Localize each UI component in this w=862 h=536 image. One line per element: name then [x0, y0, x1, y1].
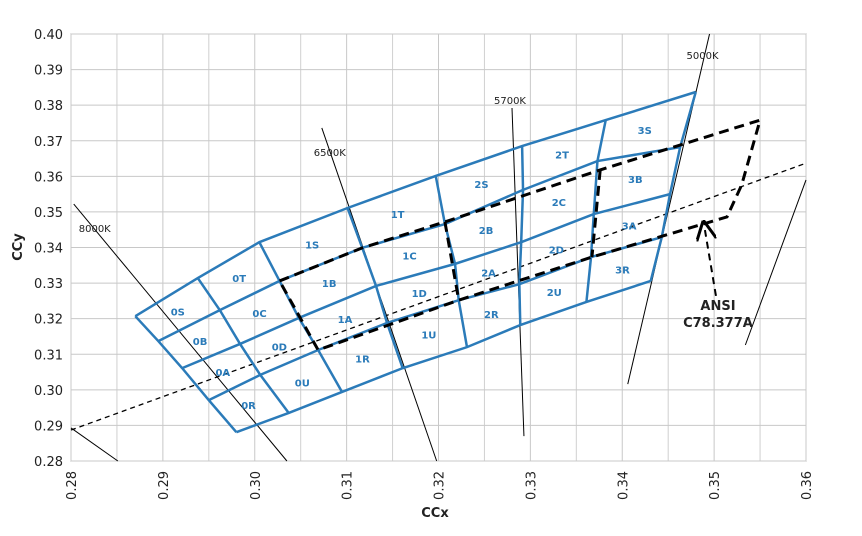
bin-column-line	[518, 146, 525, 326]
cct-label: 6500K	[314, 148, 346, 159]
bin-label: 2D	[549, 245, 564, 256]
bin-row-line	[208, 235, 663, 402]
bin-label: 2S	[474, 180, 488, 191]
x-tick-label: 0.32	[433, 471, 448, 500]
bin-label: 3A	[622, 222, 637, 233]
ansi-divider	[590, 169, 602, 258]
bin-label: 1R	[355, 354, 370, 365]
x-tick-label: 0.35	[708, 471, 723, 500]
x-tick-label: 0.28	[65, 471, 80, 500]
y-tick-label: 0.38	[34, 99, 63, 114]
cct-line	[744, 179, 807, 346]
bin-label: 3S	[638, 126, 652, 137]
ansi-outline	[278, 117, 763, 352]
bin-label: 1T	[391, 210, 405, 221]
cct-label: 5000K	[687, 51, 719, 62]
bin-label: 0D	[272, 343, 287, 354]
x-axis-title: CCx	[421, 506, 449, 521]
bin-column-line	[346, 207, 404, 369]
bin-column-line	[134, 315, 238, 433]
cct-label: 8000K	[79, 224, 111, 235]
bin-label: 1C	[402, 251, 416, 262]
bin-label: 0C	[252, 309, 266, 320]
bin-row-line	[181, 192, 671, 370]
bin-label: 2B	[479, 226, 494, 237]
ansi-divider	[443, 221, 461, 301]
cct-line	[70, 427, 119, 462]
y-tick-label: 0.31	[34, 348, 63, 363]
bin-column-line	[585, 119, 607, 303]
bin-label: 3R	[615, 265, 630, 276]
y-tick-label: 0.29	[34, 419, 63, 434]
cct-label: 5700K	[494, 96, 526, 107]
bin-label: 2C	[552, 198, 566, 209]
y-tick-label: 0.33	[34, 277, 63, 292]
planckian-locus	[70, 162, 807, 431]
bin-label: 0T	[232, 274, 246, 285]
y-tick-label: 0.36	[34, 170, 63, 185]
cct-line	[73, 203, 288, 462]
x-tick-label: 0.30	[249, 471, 264, 500]
bin-label: 1S	[305, 241, 319, 252]
y-tick-label: 0.34	[34, 242, 63, 257]
y-tick-label: 0.35	[34, 206, 63, 221]
bin-label: 0S	[171, 307, 185, 318]
bin-label: 2R	[484, 310, 499, 321]
x-tick-label: 0.36	[800, 471, 815, 500]
y-tick-label: 0.39	[34, 64, 63, 79]
y-tick-label: 0.40	[34, 28, 63, 43]
bin-column-line	[434, 175, 469, 348]
bin-label: 1B	[322, 279, 337, 290]
ansi-label: ANSI	[700, 299, 735, 314]
y-tick-label: 0.30	[34, 384, 63, 399]
bin-label: 2T	[555, 150, 569, 161]
ansi-label: C78.377A	[683, 316, 753, 331]
bin-label: 2A	[481, 269, 496, 280]
bin-label: 0R	[241, 401, 256, 412]
bin-row-line	[235, 279, 652, 434]
y-tick-label: 0.32	[34, 313, 63, 328]
bin-label: 1D	[412, 289, 427, 300]
bin-label: 3B	[628, 175, 643, 186]
bin-label: 2U	[547, 288, 562, 299]
bin-column-line	[649, 91, 697, 282]
x-tick-label: 0.34	[616, 471, 631, 500]
bin-label: 1U	[421, 331, 436, 342]
x-tick-label: 0.29	[157, 471, 172, 500]
bin-column-line	[196, 277, 290, 414]
y-tick-label: 0.37	[34, 135, 63, 150]
bin-label: 0A	[215, 368, 230, 379]
bin-label: 1A	[338, 315, 353, 326]
bin-label: 0B	[193, 337, 208, 348]
x-tick-label: 0.31	[341, 471, 356, 500]
x-tick-label: 0.33	[524, 471, 539, 500]
y-tick-label: 0.28	[34, 455, 63, 470]
cct-line	[511, 107, 525, 437]
bin-label: 0U	[295, 378, 310, 389]
bin-row-line	[134, 90, 697, 318]
y-axis-title: CCy	[11, 233, 26, 261]
